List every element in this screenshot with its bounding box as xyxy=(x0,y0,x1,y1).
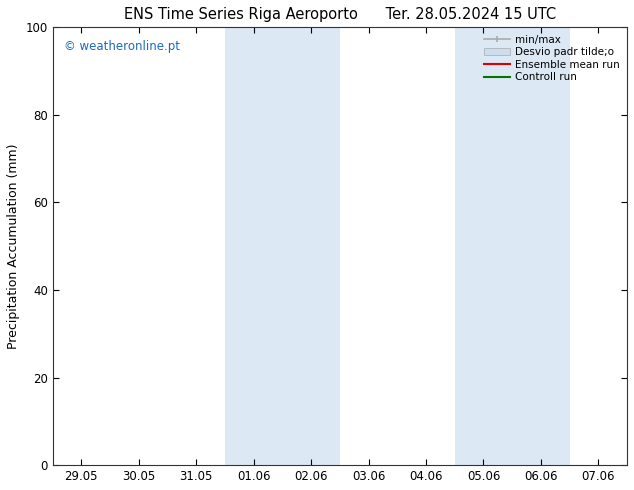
Bar xyxy=(225,27,340,465)
Legend: min/max, Desvio padr tilde;o, Ensemble mean run, Controll run: min/max, Desvio padr tilde;o, Ensemble m… xyxy=(479,30,624,87)
Text: © weatheronline.pt: © weatheronline.pt xyxy=(64,40,180,53)
Bar xyxy=(455,27,569,465)
Title: ENS Time Series Riga Aeroporto      Ter. 28.05.2024 15 UTC: ENS Time Series Riga Aeroporto Ter. 28.0… xyxy=(124,7,556,22)
Y-axis label: Precipitation Accumulation (mm): Precipitation Accumulation (mm) xyxy=(7,144,20,349)
